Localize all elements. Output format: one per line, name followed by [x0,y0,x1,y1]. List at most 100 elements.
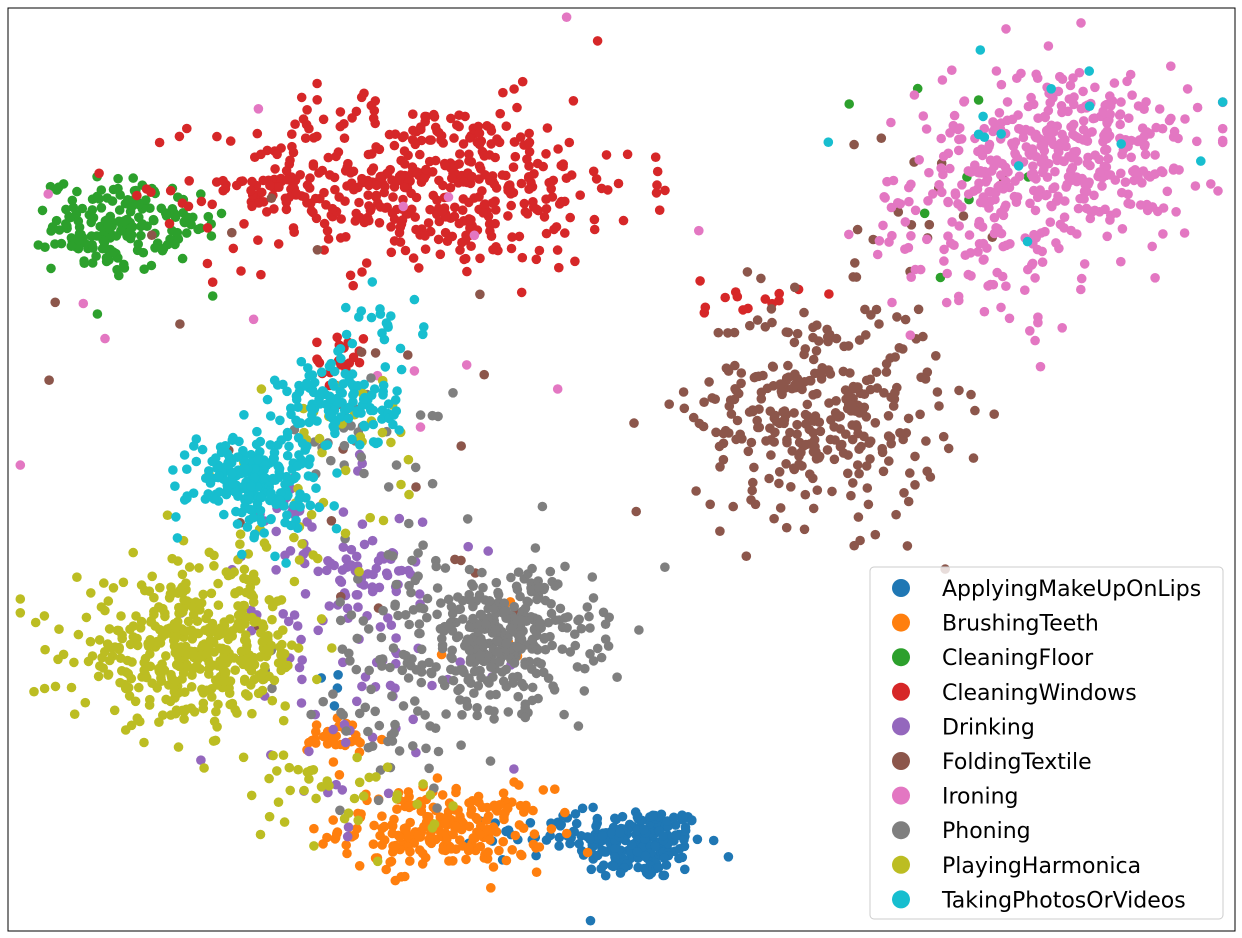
point-FoldingTextile [827,486,837,497]
point-Phoning [580,663,590,674]
point-FoldingTextile [854,468,864,479]
point-Ironing [939,256,949,266]
point-PlayingHarmonica [382,762,393,772]
point-PlayingHarmonica [312,674,322,685]
point-CleaningWindows [412,167,422,177]
point-TakingPhotosOrVideos [341,302,351,313]
point-Ironing [1079,259,1090,269]
legend-label-CleaningFloor: CleaningFloor [942,646,1094,671]
point-Phoning [533,693,543,704]
point-FoldingTextile [789,337,800,348]
point-CleaningWindows [442,236,453,246]
point-CleaningWindows [474,139,485,150]
point-Ironing [934,180,944,190]
point-CleaningWindows [568,96,579,106]
point-CleaningWindows [464,149,474,160]
point-ApplyingMakeUpOnLips [679,835,689,845]
point-PlayingHarmonica [154,717,164,727]
point-Drinking [393,566,404,576]
point-CleaningFloor [96,203,107,213]
point-CleaningWindows [505,183,515,194]
point-Ironing [1007,114,1018,125]
point-CleaningWindows [330,184,340,195]
point-BrushingTeeth [432,773,443,783]
point-PlayingHarmonica [235,539,245,549]
point-PlayingHarmonica [352,752,362,763]
legend-marker-CleaningFloor [892,648,910,667]
point-TakingPhotosOrVideos [355,440,365,450]
point-FoldingTextile [864,438,874,449]
point-PlayingHarmonica [230,665,240,675]
point-Ironing [1042,189,1052,200]
point-FoldingTextile [802,411,813,421]
point-FoldingTextile [691,486,701,496]
point-Phoning [418,603,429,614]
point-TakingPhotosOrVideos [343,413,354,424]
point-TakingPhotosOrVideos [353,381,363,391]
point-Drinking [292,621,303,631]
point-ApplyingMakeUpOnLips [632,847,643,857]
point-ApplyingMakeUpOnLips [640,850,651,861]
point-Ironing [992,155,1002,165]
series-TakingPhotosOrVideos [168,45,1228,568]
point-Ironing [1032,192,1043,203]
point-Ironing [1180,114,1190,124]
point-CleaningWindows [394,227,405,238]
point-CleaningWindows [296,92,307,103]
point-Phoning [493,587,503,598]
point-TakingPhotosOrVideos [314,502,324,513]
point-FoldingTextile [861,412,872,422]
point-Ironing [1027,144,1038,154]
point-Phoning [560,613,570,623]
point-CleaningWindows [651,188,662,198]
point-CleaningWindows [411,224,421,235]
point-TakingPhotosOrVideos [282,427,293,438]
point-CleaningWindows [415,149,425,160]
point-FoldingTextile [825,369,836,379]
point-PlayingHarmonica [69,657,79,668]
point-CleaningWindows [613,178,624,189]
point-Phoning [422,593,433,604]
point-Phoning [387,691,397,701]
point-CleaningWindows [455,149,465,159]
point-TakingPhotosOrVideos [296,356,307,367]
point-Ironing [1111,208,1122,218]
point-PlayingHarmonica [181,661,192,672]
point-Phoning [505,623,516,634]
point-CleaningWindows [524,184,534,194]
point-PlayingHarmonica [155,582,165,593]
point-CleaningWindows [202,258,213,269]
point-Phoning [353,574,363,584]
point-PlayingHarmonica [279,817,290,827]
point-FoldingTextile [783,360,793,371]
point-Phoning [373,795,384,806]
point-FoldingTextile [925,472,936,482]
point-BrushingTeeth [327,732,338,743]
point-CleaningWindows [400,159,410,169]
point-Phoning [424,657,434,668]
point-FoldingTextile [808,354,819,365]
point-FoldingTextile [854,444,864,455]
point-TakingPhotosOrVideos [256,492,267,503]
point-CleaningWindows [495,108,506,119]
point-Ironing [409,366,420,376]
point-FoldingTextile [968,453,979,463]
point-FoldingTextile [954,385,964,396]
point-ApplyingMakeUpOnLips [680,864,690,875]
point-Phoning [515,630,526,640]
point-FoldingTextile [812,388,822,399]
point-FoldingTextile [736,368,747,378]
point-Ironing [1082,158,1093,168]
point-CleaningWindows [589,224,600,235]
point-TakingPhotosOrVideos [203,489,213,499]
point-ApplyingMakeUpOnLips [670,820,681,830]
point-BrushingTeeth [528,805,538,816]
point-PlayingHarmonica [204,547,215,558]
point-PlayingHarmonica [260,661,270,672]
point-Drinking [285,546,296,556]
point-Phoning [267,683,277,694]
point-FoldingTextile [792,419,802,430]
point-Phoning [513,691,523,702]
point-CleaningWindows [539,212,550,222]
point-CleaningFloor [73,235,84,245]
